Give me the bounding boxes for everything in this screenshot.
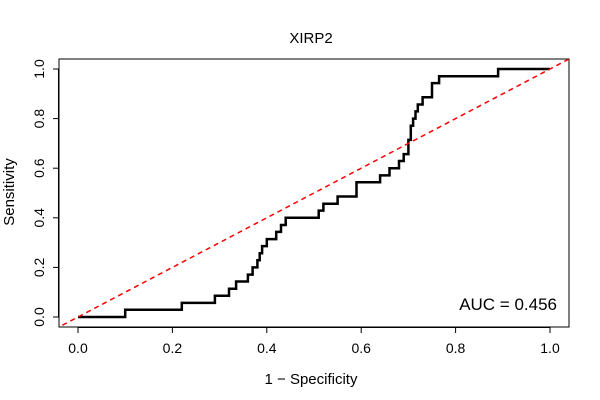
x-tick-label: 0.8	[446, 340, 466, 356]
y-tick-label: 0.6	[31, 158, 47, 178]
plot-area: 0.0 0.2 0.4 0.6 0.8 1.0 0.0 0.2 0.4 0.6 0.8 1.0	[31, 58, 570, 356]
x-tick-label: 0.0	[68, 340, 88, 356]
y-tick-label: 0.2	[31, 257, 47, 277]
x-tick-label: 1.0	[540, 340, 560, 356]
y-axis-label: Sensitivity	[1, 158, 18, 226]
y-tick-label: 0.8	[31, 109, 47, 129]
x-tick-label: 0.4	[257, 340, 277, 356]
roc-curve-line	[78, 67, 550, 319]
y-tick-label: 0.0	[31, 307, 47, 327]
x-axis-label: 1 − Specificity	[265, 371, 358, 388]
chart-title: XIRP2	[289, 30, 332, 47]
reference-diagonal-line	[59, 59, 569, 327]
x-tick-label: 0.2	[163, 340, 183, 356]
x-tick-label: 0.6	[351, 340, 371, 356]
auc-annotation: AUC = 0.456	[459, 295, 557, 314]
y-tick-label: 0.4	[31, 208, 47, 228]
y-tick-label: 1.0	[31, 59, 47, 79]
